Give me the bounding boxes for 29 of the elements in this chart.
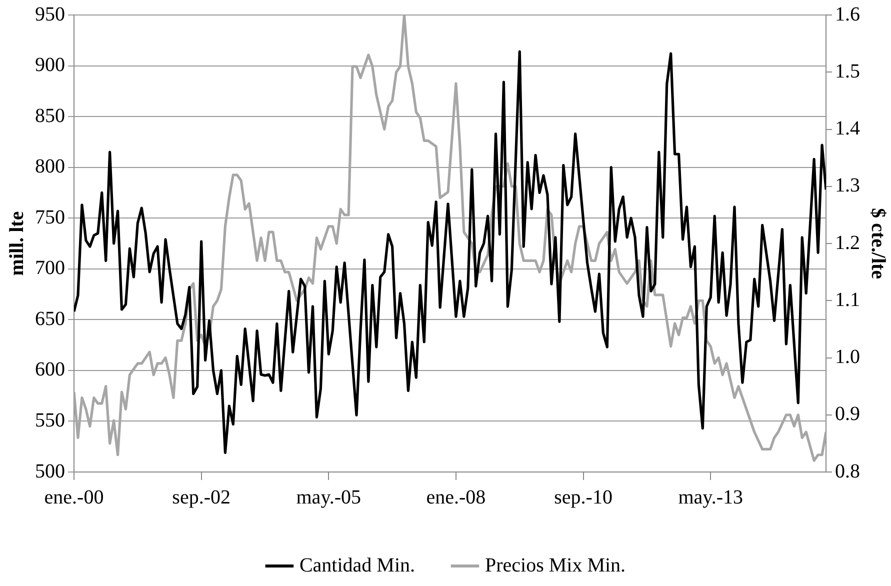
legend-label: Cantidad Min.: [299, 554, 415, 576]
x-tick-label: may.-05: [296, 486, 362, 508]
y-tick-label: 500: [35, 460, 65, 482]
y-tick-label: 750: [35, 206, 65, 228]
x-tick-label: ene.-08: [426, 486, 486, 508]
y-tick-label: 700: [35, 257, 65, 280]
y2-tick-label: 0.8: [835, 460, 860, 482]
y-tick-label: 650: [35, 308, 65, 330]
y-tick-label: 550: [35, 409, 65, 432]
y-tick-label: 950: [35, 3, 65, 26]
y2-tick-label: 0.9: [835, 403, 860, 426]
x-tick-label: sep.-02: [172, 486, 230, 508]
x-tick-label: ene.-00: [44, 486, 104, 508]
y2-tick-label: 1.1: [835, 288, 860, 311]
y2-tick-label: 1.5: [835, 60, 860, 82]
y-tick-label: 900: [35, 54, 65, 76]
y2-tick-label: 1.3: [835, 174, 860, 197]
y-tick-label: 800: [35, 156, 65, 178]
legend-label: Precios Mix Min.: [484, 554, 626, 576]
y2-axis-title: $ cte./lte: [866, 208, 889, 280]
x-tick-label: may.-13: [678, 486, 744, 508]
y2-tick-label: 1.6: [835, 3, 860, 26]
y-axis-title: mill. lte: [6, 211, 28, 276]
y-tick-label: 850: [35, 104, 65, 127]
x-tick-label: sep.-10: [554, 486, 612, 508]
y-tick-label: 600: [35, 358, 65, 381]
y2-tick-label: 1.4: [835, 118, 860, 140]
y2-tick-label: 1.0: [835, 346, 860, 368]
y2-tick-label: 1.2: [835, 232, 860, 254]
